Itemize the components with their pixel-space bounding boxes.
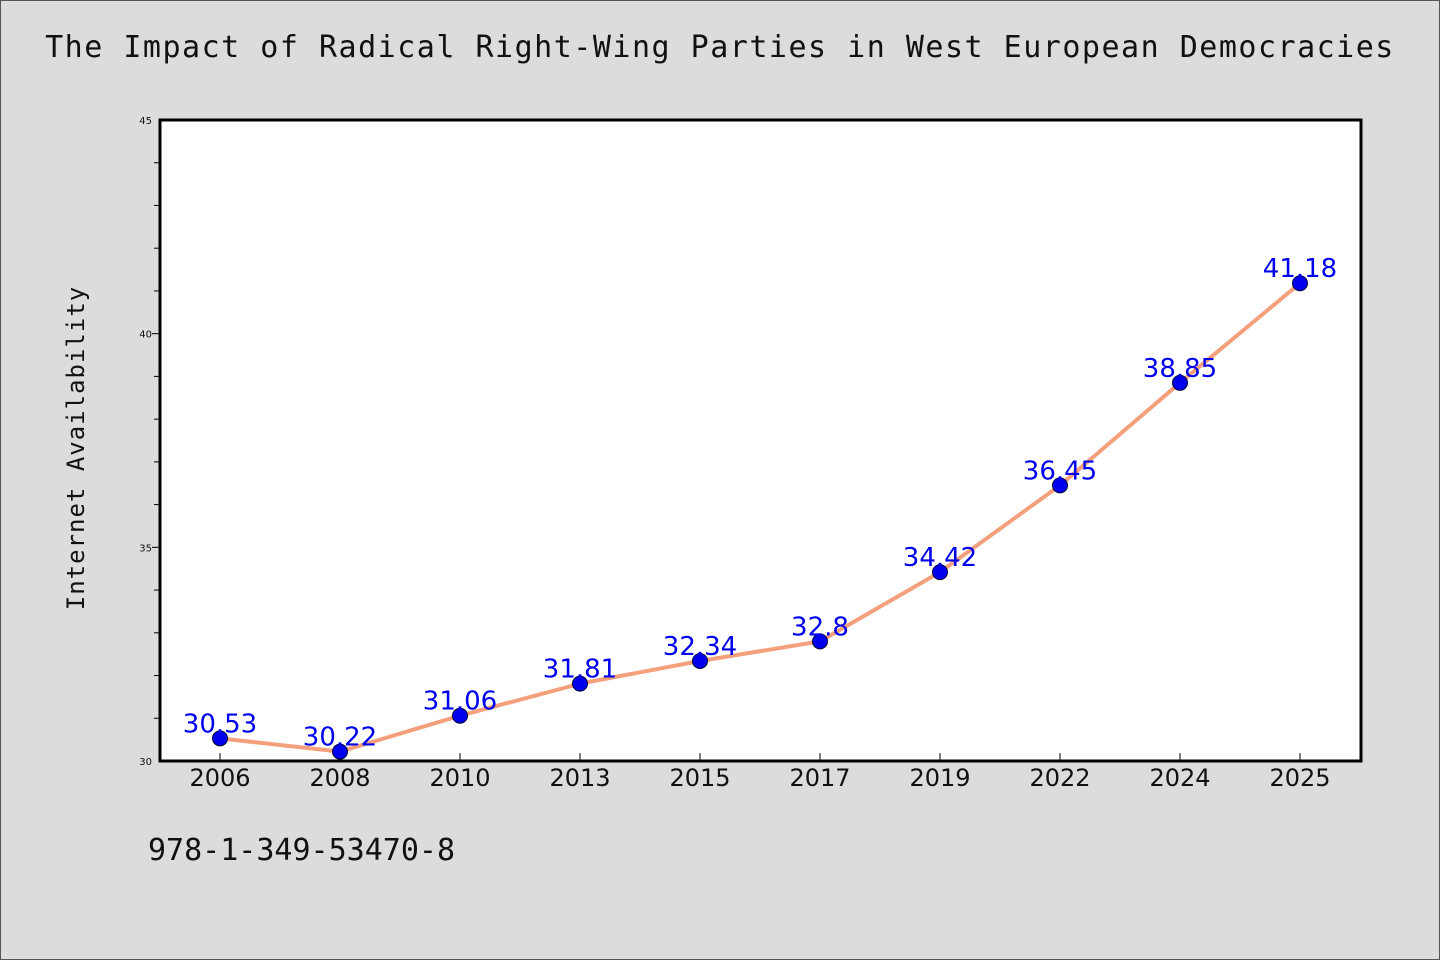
y-tick-label: 45 xyxy=(139,116,152,127)
data-point xyxy=(1052,477,1068,494)
chart-title: The Impact of Radical Right-Wing Parties… xyxy=(45,30,1395,65)
data-point xyxy=(692,653,708,670)
data-point xyxy=(932,564,948,581)
x-axis: 2006 2008 2010 2013 2015 2017 2019 2022 2024 2025 xyxy=(189,753,1331,792)
data-label: 32.34 xyxy=(663,632,737,662)
series-line xyxy=(218,281,1302,754)
y-axis-title: Internet Availability xyxy=(62,286,90,610)
x-tick-label: 2008 xyxy=(309,764,370,792)
data-label: 30.53 xyxy=(183,709,257,739)
x-tick-label: 2017 xyxy=(789,764,850,792)
data-label: 38.85 xyxy=(1143,354,1217,384)
data-label: 30.22 xyxy=(303,723,377,753)
data-label: 31.06 xyxy=(423,687,497,717)
x-tick-label: 2015 xyxy=(669,764,730,792)
x-tick-label: 2024 xyxy=(1149,764,1210,792)
data-label: 32.8 xyxy=(791,612,849,642)
series-layer: 30.53 30.22 31.06 31.81 32.34 32.8 34.42 36.45 3… xyxy=(183,254,1337,760)
x-tick-label: 2025 xyxy=(1269,764,1330,792)
data-point xyxy=(1172,374,1188,391)
data-point xyxy=(572,675,588,692)
data-label: 34.42 xyxy=(903,543,977,573)
isbn-text: 978-1-349-53470-8 xyxy=(148,833,456,868)
x-tick-label: 2010 xyxy=(429,764,490,792)
data-label: 31.81 xyxy=(543,655,617,685)
x-tick-label: 2006 xyxy=(189,764,250,792)
data-point xyxy=(212,730,228,747)
data-point xyxy=(1292,275,1308,292)
x-tick-label: 2022 xyxy=(1029,764,1090,792)
x-tick-label: 2013 xyxy=(549,764,610,792)
x-tick-label: 2019 xyxy=(909,764,970,792)
data-label: 41.18 xyxy=(1263,254,1337,284)
y-tick-label: 35 xyxy=(139,543,152,554)
data-label: 36.45 xyxy=(1023,456,1097,486)
data-point xyxy=(452,707,468,724)
y-axis: 30 35 40 45 xyxy=(139,116,160,768)
data-point xyxy=(332,743,348,760)
y-tick-label: 40 xyxy=(139,330,152,341)
data-point xyxy=(812,633,828,650)
y-tick-label: 30 xyxy=(139,757,152,768)
plot-area xyxy=(158,118,1363,763)
